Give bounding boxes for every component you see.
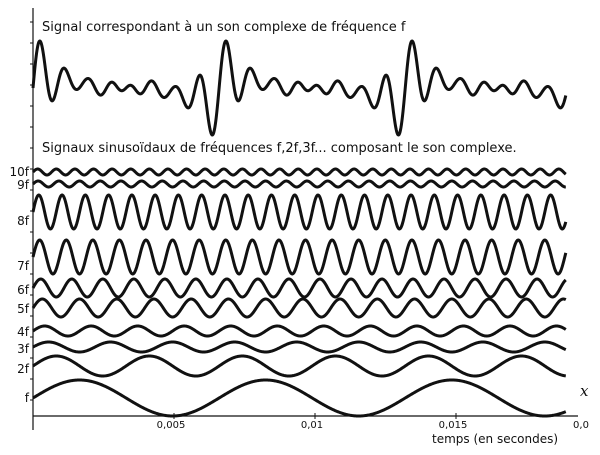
harmonic-wave-f xyxy=(32,378,567,418)
harmonic-label: 4f xyxy=(17,325,30,339)
harmonic-wave-2f xyxy=(32,354,567,378)
harmonic-wave-7f xyxy=(31,238,568,276)
harmonic-label: 9f xyxy=(17,178,30,192)
bottom-title: Signaux sinusoïdaux de fréquences f,2f,3… xyxy=(42,141,517,156)
waveforms xyxy=(31,39,568,418)
harmonic-label: 5f xyxy=(17,302,30,316)
harmonic-label: f xyxy=(25,391,30,405)
top-title: Signal correspondant à un son complexe d… xyxy=(42,20,406,35)
harmonic-wave-4f xyxy=(32,324,567,338)
harmonic-wave-3f xyxy=(32,340,567,354)
harmonic-label: 6f xyxy=(17,283,30,297)
harmonic-label: 3f xyxy=(17,342,30,356)
harmonic-label: 8f xyxy=(17,214,30,228)
harmonic-wave-9f xyxy=(31,179,567,189)
harmonic-label: 7f xyxy=(17,259,30,273)
x-tick-label: 0,0 xyxy=(573,420,589,431)
harmonic-wave-10f xyxy=(31,167,567,177)
harmonic-label: 2f xyxy=(17,362,30,376)
harmonic-label: 10f xyxy=(10,165,30,179)
x-axis-letter: x xyxy=(580,382,589,400)
harmonic-wave-6f xyxy=(31,277,567,299)
harmonic-wave-5f xyxy=(31,297,567,319)
harmonic-wave-8f xyxy=(31,193,568,231)
x-tick-label: 0,015 xyxy=(439,420,468,431)
x-tick-label: 0,005 xyxy=(157,420,186,431)
x-axis-label: temps (en secondes) xyxy=(432,432,558,446)
x-tick-label: 0,01 xyxy=(301,420,323,431)
complex-signal-wave xyxy=(31,39,568,137)
